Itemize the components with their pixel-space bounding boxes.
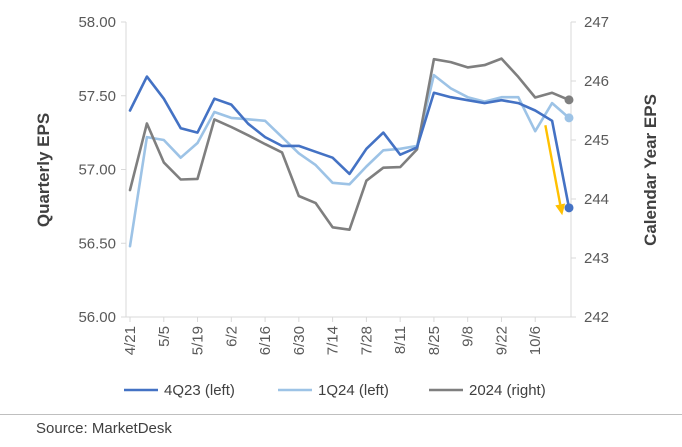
legend-label-2: 1Q24 (left): [318, 382, 389, 399]
end-marker-3: [564, 95, 574, 105]
x-tick-label: 8/25: [426, 326, 443, 355]
legend-label-1: 4Q23 (left): [164, 382, 235, 399]
left-axis-ticks: 56.00 56.50 57.00 57.50 58.00: [78, 14, 126, 326]
legend: 4Q23 (left) 1Q24 (left) 2024 (right): [124, 382, 546, 399]
x-tick-label: 7/28: [358, 326, 375, 355]
right-tick-label: 247: [584, 14, 609, 31]
right-tick-label: 245: [584, 132, 609, 149]
end-marker-2: [564, 113, 574, 123]
left-tick-label: 58.00: [78, 14, 116, 31]
left-tick-label: 56.50: [78, 235, 116, 252]
end-marker-1: [564, 203, 574, 213]
series-line-1: [128, 75, 571, 210]
x-tick-label: 10/6: [527, 326, 544, 355]
legend-label-3: 2024 (right): [469, 382, 546, 399]
series-lines: [128, 57, 571, 248]
x-tick-label: 6/2: [223, 326, 240, 347]
x-tick-label: 8/11: [392, 326, 409, 354]
right-tick-label: 244: [584, 191, 609, 208]
arrow-head: [555, 203, 566, 216]
x-tick-label: 5/19: [190, 326, 207, 355]
series-line-2: [128, 73, 571, 248]
x-tick-label: 9/8: [460, 326, 477, 347]
right-tick-label: 246: [584, 73, 609, 90]
left-tick-label: 57.50: [78, 88, 116, 105]
source-note: Source: MarketDesk: [36, 420, 172, 437]
x-axis-ticks: 4/21 5/5 5/19 6/2 6/16 6/30 7/14 7/28 8/11 8/25 9/…: [122, 317, 544, 355]
left-tick-label: 57.00: [78, 162, 116, 179]
end-markers: [564, 95, 574, 213]
series-line-3: [128, 57, 571, 231]
left-axis-title: Quarterly EPS: [34, 113, 53, 227]
x-tick-label: 9/22: [493, 326, 510, 355]
x-tick-label: 7/14: [325, 326, 342, 355]
x-tick-label: 5/5: [156, 326, 173, 347]
arrow-shaft: [544, 125, 562, 205]
trend-arrow: [544, 125, 566, 216]
left-tick-label: 56.00: [78, 309, 116, 326]
x-tick-label: 6/16: [257, 326, 274, 355]
right-axis-ticks: 242 243 244 245 246 247: [571, 14, 609, 326]
x-tick-label: 6/30: [291, 326, 308, 355]
footer-divider: [0, 414, 682, 415]
right-axis-title: Calendar Year EPS: [641, 94, 660, 246]
right-tick-label: 243: [584, 250, 609, 267]
right-tick-label: 242: [584, 309, 609, 326]
x-tick-label: 4/21: [122, 326, 139, 355]
